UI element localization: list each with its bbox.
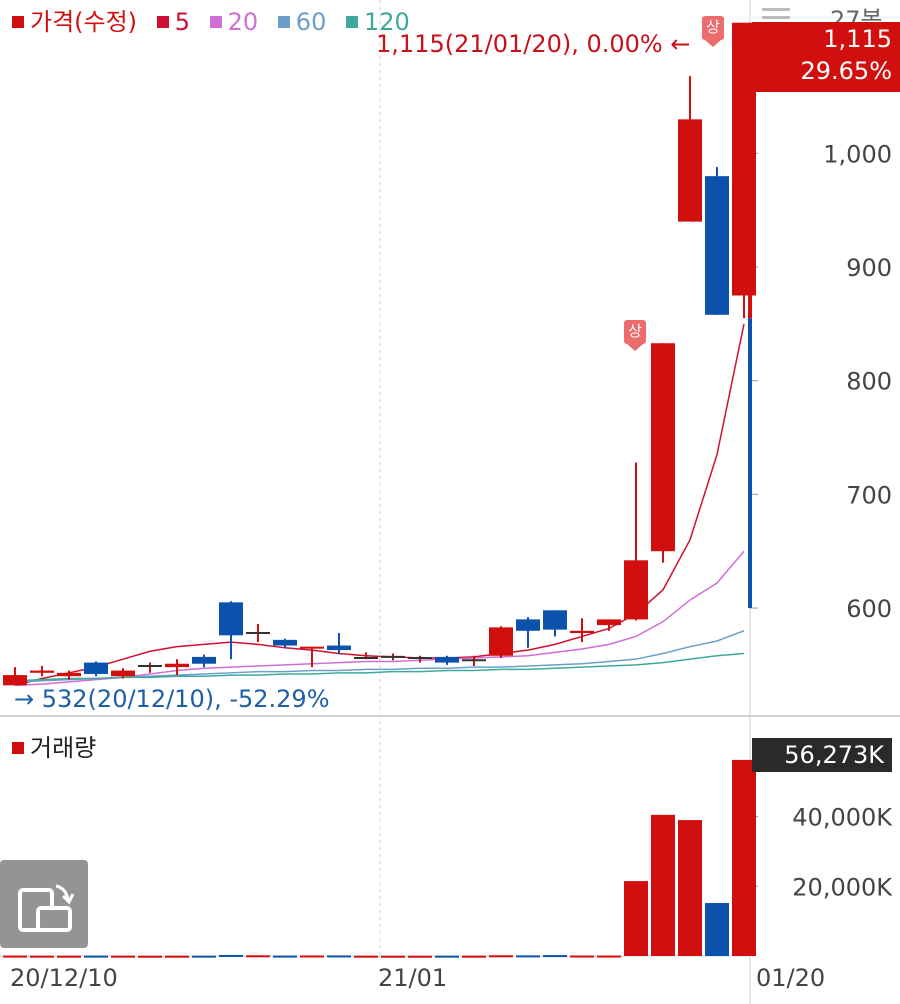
price-tick-label: 1,000 <box>823 140 892 168</box>
price-tick-label: 600 <box>846 595 892 623</box>
volume-bar <box>462 955 486 958</box>
volume-bar <box>138 955 162 958</box>
volume-bar <box>300 955 324 958</box>
volume-bar <box>3 955 27 958</box>
candle-body <box>111 670 135 677</box>
rotate-screen-button[interactable] <box>0 860 88 948</box>
candle-body <box>300 646 324 649</box>
candle-body <box>651 343 675 552</box>
volume-bar <box>732 759 756 956</box>
volume-bar <box>219 954 243 957</box>
x-label-mid: 21/01 <box>378 964 448 992</box>
right-arrow-icon: → <box>14 685 35 713</box>
price-tag-change: 29.65% <box>800 57 892 85</box>
volume-bar <box>381 955 405 958</box>
x-label-start: 20/12/10 <box>10 964 118 992</box>
ma-line-120 <box>14 652 745 682</box>
volume-tick-label: 20,000K <box>792 873 893 901</box>
volume-bar <box>354 955 378 958</box>
last-price-info: 1,115(21/01/20), 0.00% ← <box>376 30 691 58</box>
volume-bar <box>327 955 351 958</box>
upper-limit-badge-2: 상 <box>702 16 724 47</box>
rotate-icon <box>18 884 75 932</box>
volume-bar <box>192 955 216 958</box>
volume-bar <box>678 820 702 956</box>
low-price-info: → 532(20/12/10), -52.29% <box>14 685 330 713</box>
volume-bar <box>570 955 594 958</box>
candle-body <box>570 630 594 634</box>
volume-bar <box>489 955 513 958</box>
candle-body <box>543 610 567 630</box>
volume-bar <box>705 903 729 956</box>
ma-line-5 <box>14 323 745 687</box>
candle-body <box>435 656 459 663</box>
price-tick-label: 700 <box>846 481 892 509</box>
x-label-end: 01/20 <box>756 964 826 992</box>
volume-tick-label: 40,000K <box>792 804 893 832</box>
candle-body <box>516 619 540 631</box>
price-tick-label: 900 <box>846 254 892 282</box>
candle-body <box>678 119 702 222</box>
legend-ma120: 120 <box>345 8 416 36</box>
volume-bar <box>597 955 621 958</box>
candle-body <box>597 619 621 626</box>
legend-ma5: 5 <box>156 8 196 36</box>
legend-price: 가격(수정) <box>12 8 143 36</box>
volume-bar <box>543 955 567 958</box>
volume-bar <box>435 955 459 958</box>
price-tick-label: 800 <box>846 368 892 396</box>
volume-bar <box>84 955 108 958</box>
volume-bar <box>246 955 270 958</box>
candle-body <box>30 670 54 673</box>
candle-body <box>489 627 513 656</box>
candle-body <box>57 672 81 677</box>
candle-body <box>3 675 27 686</box>
ma-line-20 <box>14 550 745 687</box>
candle-body <box>84 662 108 674</box>
legend-ma60: 60 <box>277 8 333 36</box>
volume-bar <box>408 955 432 958</box>
candle-body <box>327 645 351 651</box>
candle-body <box>705 176 729 315</box>
left-arrow-icon: ← <box>670 30 691 58</box>
volume-bar <box>273 955 297 958</box>
upper-limit-badge-1: 상 <box>624 320 646 351</box>
volume-legend: 거래량 <box>12 728 96 763</box>
candle-body <box>219 602 243 636</box>
volume-bar <box>165 955 189 958</box>
candle-body <box>165 663 189 668</box>
candle-body <box>192 656 216 664</box>
volume-bar <box>624 881 648 956</box>
volume-bar <box>516 955 540 958</box>
volume-bar <box>651 814 675 956</box>
volume-bar <box>111 955 135 958</box>
chart-legend: 가격(수정) 5 20 60 120 <box>12 2 422 37</box>
volume-tag: 56,273K <box>752 738 892 772</box>
candle-body <box>273 639 297 646</box>
candle-body <box>624 560 648 620</box>
price-tag-price: 1,115 <box>823 25 892 53</box>
volume-bar <box>30 955 54 958</box>
legend-ma20: 20 <box>209 8 265 36</box>
volume-bar <box>57 955 81 958</box>
price-tag: 1,115 29.65% <box>752 22 900 92</box>
